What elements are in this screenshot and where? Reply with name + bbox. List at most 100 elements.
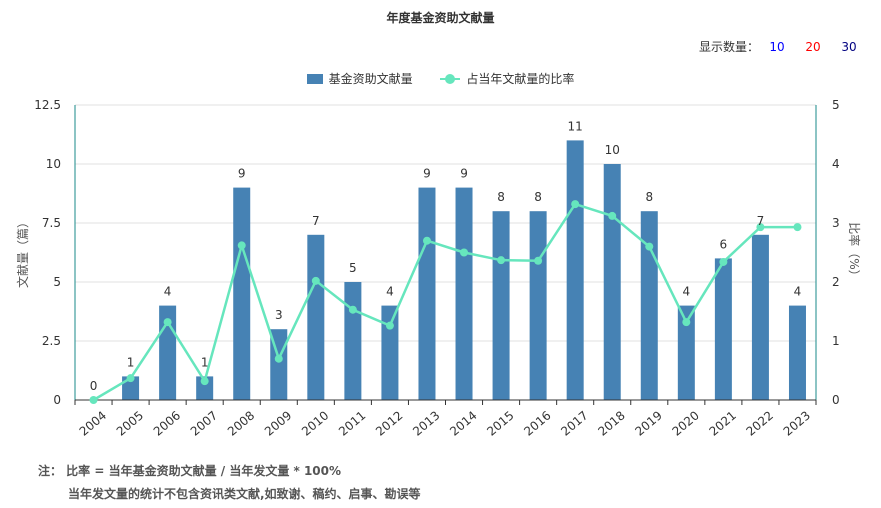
bar	[492, 211, 510, 400]
display-count-control: 显示数量： 10 20 30	[699, 38, 867, 55]
ratio-point	[793, 223, 802, 232]
bar	[566, 140, 584, 400]
ratio-point	[89, 396, 98, 404]
bar-value-label: 11	[568, 119, 583, 133]
y2-tick-label: 0	[832, 393, 840, 407]
x-tick-label: 2019	[632, 408, 664, 438]
ratio-point	[719, 257, 728, 266]
bar-value-label: 4	[164, 285, 172, 299]
bar-value-label: 7	[757, 214, 765, 228]
y2-tick-label: 1	[832, 334, 840, 348]
bar-value-label: 0	[90, 379, 98, 393]
ratio-point	[682, 318, 691, 327]
ratio-line-series	[89, 200, 802, 404]
y2-axis-title: 比率（%）	[847, 222, 862, 281]
ratio-point	[645, 242, 654, 251]
footnote-line-2: 当年发文量的统计不包含资讯类文献,如致谢、稿约、启事、勘误等	[68, 487, 421, 501]
data-labels: 0 1 4 1 9 3 7 5 4 9 9 8 8 11 10 8 4 6 7 4	[90, 119, 802, 393]
ratio-point	[348, 305, 357, 314]
bar-value-label: 9	[423, 167, 431, 181]
bar-value-label: 8	[645, 190, 653, 204]
y-tick-label: 7.5	[42, 216, 61, 230]
bar-value-label: 10	[605, 143, 620, 157]
display-count-10-button[interactable]: 10	[769, 40, 785, 54]
x-tick-label: 2011	[336, 408, 368, 438]
x-tick-label: 2022	[744, 408, 776, 438]
bar-value-label: 1	[127, 355, 135, 369]
bar-value-label: 4	[794, 285, 802, 299]
y-tick-label: 0	[53, 393, 61, 407]
legend-line-label: 占当年文献量的比率	[466, 72, 575, 86]
bar	[196, 376, 214, 400]
chart-title: 年度基金资助文献量	[386, 11, 495, 25]
x-tick-label: 2012	[373, 408, 405, 438]
x-tick-label: 2015	[484, 408, 516, 438]
bar	[233, 187, 251, 400]
bar-value-label: 9	[238, 167, 246, 181]
display-count-label: 显示数量：	[698, 40, 759, 54]
legend-line-swatch	[440, 74, 461, 84]
legend-item-bar[interactable]: 基金资助文献量	[306, 70, 413, 87]
bar	[381, 305, 399, 400]
bar	[751, 234, 769, 400]
x-tick-label: 2021	[707, 408, 739, 438]
bar-value-label: 4	[683, 285, 691, 299]
bar	[307, 234, 325, 400]
bar	[640, 211, 658, 400]
ratio-point	[422, 236, 431, 245]
x-tick-label: 2010	[299, 408, 331, 438]
y2-tick-label: 5	[832, 98, 840, 112]
x-tick-label: 2006	[151, 408, 183, 438]
x-tick-label: 2020	[670, 408, 702, 438]
x-tick-label: 2007	[188, 408, 220, 438]
x-tick-label: 2005	[114, 408, 146, 438]
grid-lines	[75, 104, 816, 342]
y2-tick-label: 4	[832, 157, 840, 171]
bar-value-label: 8	[534, 190, 542, 204]
bar	[788, 305, 806, 400]
y-axis-title: 文献量（篇）	[15, 216, 30, 288]
x-tick-label: 2009	[262, 408, 294, 438]
x-tick-label: 2014	[447, 408, 479, 438]
ratio-point	[274, 354, 283, 363]
display-count-20-button[interactable]: 20	[805, 40, 821, 54]
bar	[603, 164, 621, 400]
ratio-point	[460, 248, 469, 257]
x-tick-label: 2018	[595, 408, 627, 438]
ratio-point	[497, 256, 506, 265]
bar	[122, 376, 140, 400]
ratio-point	[311, 276, 320, 285]
bar-value-label: 7	[312, 214, 320, 228]
legend-item-line[interactable]: 占当年文献量的比率	[440, 70, 574, 87]
x-tick-label: 2013	[410, 408, 442, 438]
bar-value-label: 1	[201, 355, 209, 369]
bar-value-label: 6	[720, 237, 728, 251]
x-tick-label: 2016	[521, 408, 553, 438]
legend-bar-label: 基金资助文献量	[328, 72, 413, 86]
ratio-point	[534, 256, 543, 265]
legend-bar-swatch	[306, 74, 323, 84]
ratio-point	[200, 377, 209, 386]
bar	[418, 187, 436, 400]
chart-legend: 基金资助文献量 占当年文献量的比率	[0, 70, 881, 87]
display-count-30-button[interactable]: 30	[841, 40, 857, 54]
y-tick-label: 5	[53, 275, 61, 289]
x-tick-label: 2008	[225, 408, 257, 438]
bar-value-label: 3	[275, 308, 283, 322]
bar	[455, 187, 473, 400]
bar	[714, 258, 732, 400]
bar-value-label: 5	[349, 261, 357, 275]
y-tick-label: 2.5	[42, 334, 61, 348]
ratio-point	[756, 223, 765, 232]
x-tick-label: 2023	[781, 408, 813, 438]
ratio-line	[92, 202, 798, 402]
ratio-point	[608, 211, 617, 220]
ratio-point	[385, 321, 394, 330]
ratio-point	[163, 318, 172, 327]
bar-value-label: 8	[497, 190, 505, 204]
bar-value-label: 4	[386, 285, 394, 299]
bar	[677, 305, 695, 400]
y2-tick-label: 3	[832, 216, 840, 230]
x-tick-label: 2004	[77, 408, 109, 438]
